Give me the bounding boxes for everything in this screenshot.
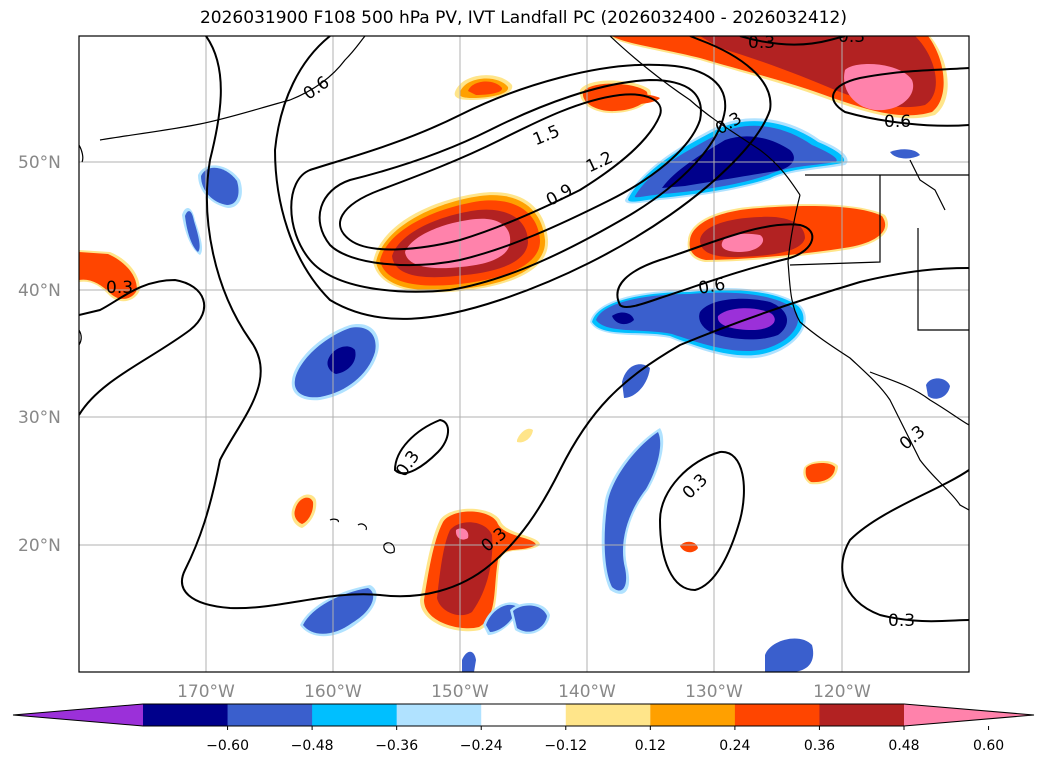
colorbar-tick-label: −0.60: [206, 738, 249, 754]
latitude-labels: 50°N 40°N 30°N 20°N: [18, 153, 61, 556]
colorbar-tick-label: −0.48: [291, 738, 334, 754]
map-frame: [78, 35, 970, 673]
colorbar-swatch: [481, 704, 567, 726]
contour-label: 0.3: [748, 33, 775, 53]
contour-label: 0.3: [888, 611, 915, 631]
lon-label: 170°W: [177, 682, 235, 702]
colorbar-swatch: [312, 704, 398, 726]
colorbar: −0.60 −0.48 −0.36 −0.24 −0.12 0.12 0.24 0.36 0.4…: [12, 703, 1035, 754]
colorbar-swatch: [143, 704, 229, 726]
lat-label: 40°N: [18, 281, 61, 301]
coastlines: [79, 36, 969, 554]
colorbar-tick-label: −0.24: [460, 738, 503, 754]
pv-contours: [79, 36, 969, 623]
colorbar-swatch: [565, 704, 651, 726]
longitude-labels: 170°W 160°W 150°W 140°W 130°W 120°W: [177, 682, 871, 702]
contour-labels: 0.3 1.5 1.2 0.9 0.6 0.6 0.3 0.3 0.3 0.3 …: [106, 27, 929, 631]
colorbar-swatch: [227, 704, 313, 726]
colorbar-tick-label: 0.60: [973, 738, 1004, 754]
colorbar-swatch: [819, 704, 905, 726]
lat-label: 30°N: [18, 408, 61, 428]
lat-label: 20°N: [18, 536, 61, 556]
contour-label: 0.3: [838, 27, 865, 47]
colorbar-tick-label: 0.12: [635, 738, 666, 754]
colorbar-tick-label: 0.36: [804, 738, 835, 754]
map-panel: [79, 36, 969, 672]
colorbar-extend-max: [904, 704, 1034, 726]
colorbar-swatch: [396, 704, 482, 726]
lat-label: 50°N: [18, 153, 61, 173]
colorbar-tick-label: −0.12: [544, 738, 587, 754]
contour-label: 0.6: [884, 112, 911, 132]
lon-label: 140°W: [558, 682, 616, 702]
colorbar-tick-label: 0.24: [719, 738, 750, 754]
colorbar-tick-label: 0.48: [888, 738, 919, 754]
lon-label: 160°W: [304, 682, 362, 702]
colorbar-tick-label: −0.36: [375, 738, 418, 754]
contour-label: 0.6: [697, 275, 727, 299]
lon-label: 120°W: [813, 682, 871, 702]
graticule: [79, 36, 969, 672]
colorbar-outline: [12, 703, 1035, 727]
colorbar-extend-min: [13, 704, 143, 726]
colorbar-swatch: [734, 704, 820, 726]
contour-label: 0.3: [106, 278, 133, 298]
lon-label: 150°W: [431, 682, 489, 702]
chart-title: 2026031900 F108 500 hPa PV, IVT Landfall…: [199, 8, 847, 28]
lon-label: 130°W: [685, 682, 743, 702]
colorbar-swatch: [650, 704, 736, 726]
